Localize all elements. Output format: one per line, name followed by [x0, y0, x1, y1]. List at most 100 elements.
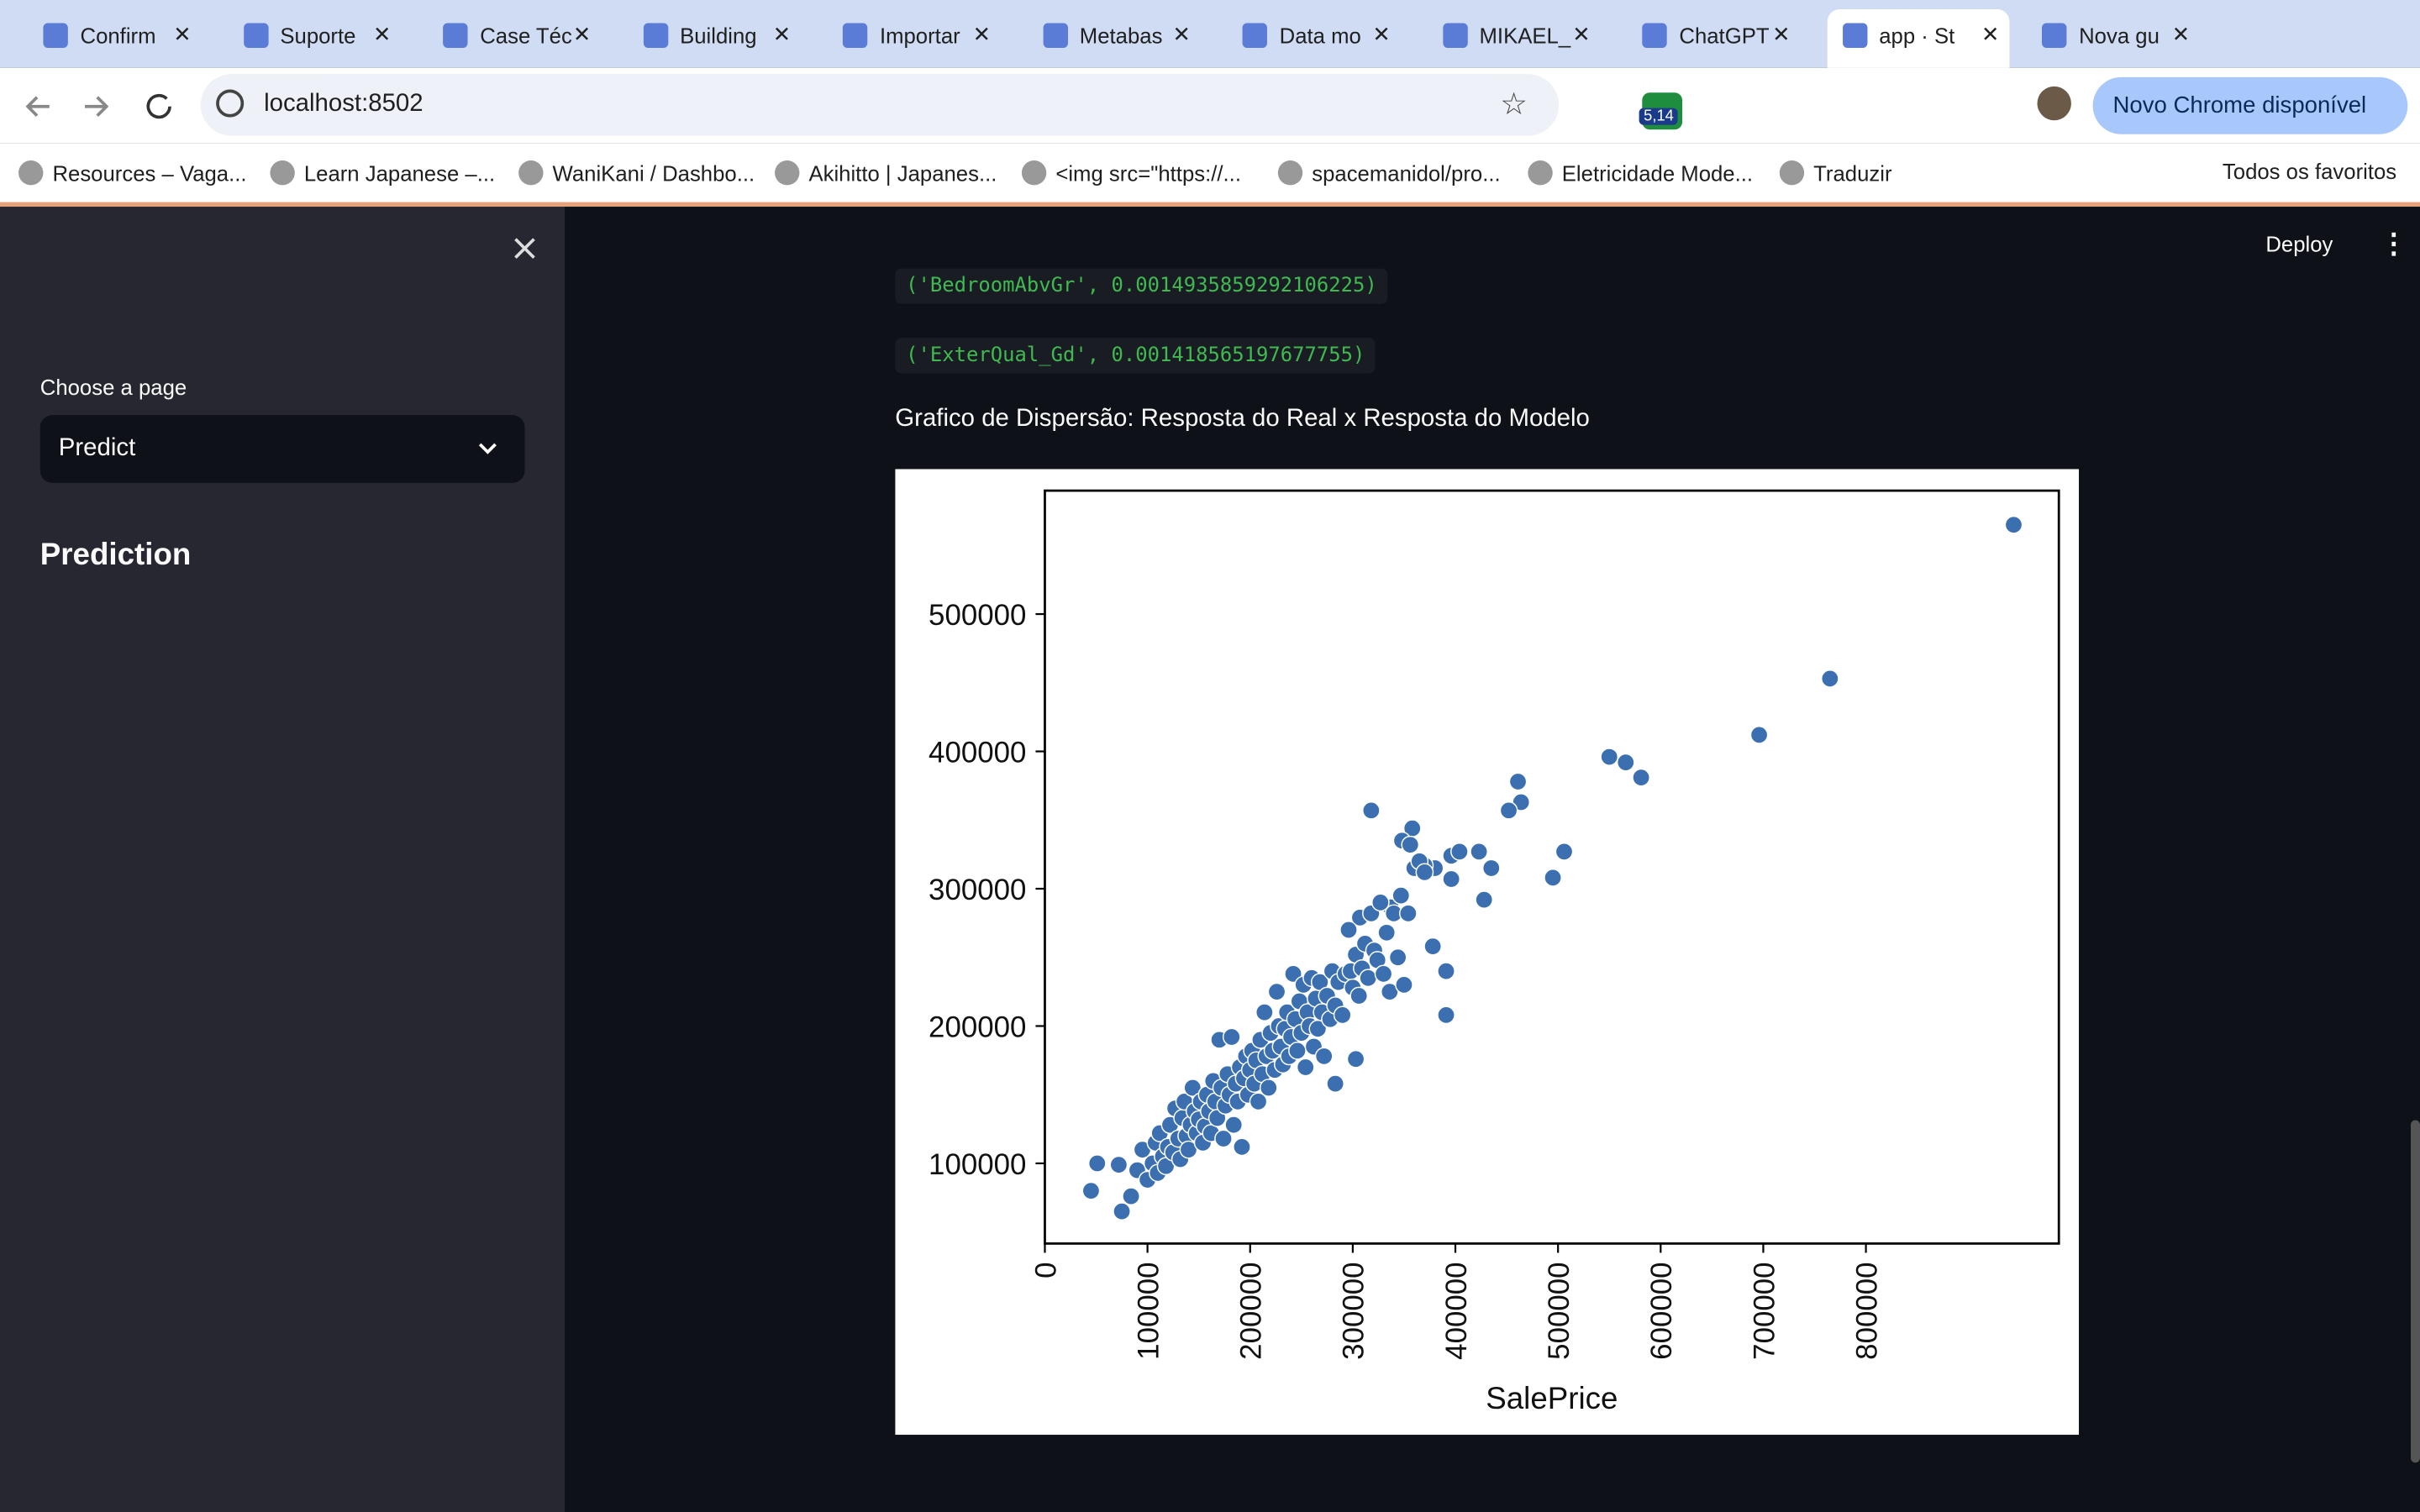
tab-icon: [1042, 24, 1068, 49]
close-sidebar[interactable]: [513, 236, 537, 260]
tab[interactable]: Data mo ✕: [1227, 13, 1400, 55]
tab-title: Suporte: [280, 24, 356, 49]
bookmark-title: Learn Japanese –...: [303, 160, 496, 186]
tab-close[interactable]: ✕: [1172, 21, 1192, 47]
tab[interactable]: Importar ✕: [827, 13, 1000, 55]
point: [1255, 1003, 1274, 1021]
bookmark-title: Eletricidade Mode...: [1561, 160, 1754, 186]
tab-close[interactable]: ✕: [1372, 21, 1391, 47]
point: [1388, 948, 1407, 967]
bookmark[interactable]: Akihitto | Japanes...: [775, 159, 997, 186]
tab-title: Importar: [879, 24, 960, 49]
tab-title: Data mo: [1279, 24, 1361, 49]
bookmark[interactable]: WaniKani / Dashbo...: [518, 159, 755, 186]
page-select[interactable]: Predict: [39, 415, 525, 483]
profile-avatar[interactable]: [2037, 86, 2071, 121]
point: [1362, 801, 1381, 820]
sidebar: Choose a page Predict Prediction: [0, 207, 566, 1512]
point: [1423, 937, 1442, 956]
tab[interactable]: MIKAEL_ ✕: [1427, 13, 1600, 55]
tab-icon: [43, 24, 68, 49]
point: [1374, 964, 1393, 984]
extension-icon[interactable]: 5,14: [1639, 92, 1683, 130]
point: [1481, 858, 1501, 878]
point: [1470, 843, 1488, 861]
point: [1401, 835, 1420, 854]
tab-close[interactable]: ✕: [572, 21, 592, 47]
bookmark-title: spacemanidol/pro...: [1312, 160, 1501, 186]
bookmark[interactable]: Learn Japanese –...: [270, 159, 495, 186]
scrollbar[interactable]: [2410, 1120, 2420, 1463]
point: [1371, 893, 1390, 912]
x-tick-label: 800000: [1850, 1262, 1883, 1359]
tab-title: MIKAEL_: [1479, 24, 1571, 49]
bookmark-icon: [775, 160, 800, 186]
tab-close[interactable]: ✕: [1981, 21, 2000, 47]
bookmark-icon: [1528, 160, 1553, 186]
tab-icon: [443, 24, 468, 49]
tab-title: Metabas: [1079, 24, 1163, 49]
point: [1377, 923, 1397, 942]
tab-close[interactable]: ✕: [173, 21, 192, 47]
point: [1749, 726, 1769, 744]
point: [1288, 1042, 1307, 1060]
point: [1222, 1027, 1241, 1047]
point: [1437, 1005, 1455, 1025]
address-bar[interactable]: localhost:8502 ☆: [200, 74, 1560, 136]
tab[interactable]: Building ✕: [628, 13, 801, 55]
tab[interactable]: Case Téc ✕: [428, 13, 601, 55]
tab-icon: [1642, 24, 1667, 49]
tab-close[interactable]: ✕: [972, 21, 992, 47]
x-axis-label: SalePrice: [1486, 1381, 1618, 1415]
tab-close[interactable]: ✕: [373, 21, 392, 47]
point: [1081, 1181, 1101, 1200]
tab-icon: [2042, 24, 2067, 49]
point: [1616, 753, 1635, 772]
tab[interactable]: Metabas ✕: [1027, 13, 1200, 55]
update-button[interactable]: Novo Chrome disponível: [2092, 76, 2408, 134]
all-bookmarks[interactable]: Todos os favoritos: [2222, 159, 2397, 184]
tab-close[interactable]: ✕: [1572, 21, 1591, 47]
menu-button[interactable]: ⋮: [2380, 228, 2408, 260]
point: [1267, 982, 1286, 1001]
point: [1399, 904, 1418, 923]
point: [1359, 969, 1378, 988]
tab-close[interactable]: ✕: [772, 21, 792, 47]
point: [1296, 1058, 1315, 1077]
tab[interactable]: ChatGPT ✕: [1627, 13, 1800, 55]
bookmark-title: Akihitto | Japanes...: [808, 160, 997, 186]
tab[interactable]: app · St ✕: [1826, 9, 2009, 68]
bookmark[interactable]: Resources – Vaga...: [18, 159, 247, 186]
y-tick-label: 100000: [929, 1148, 1026, 1181]
bookmark[interactable]: <img src="https://...: [1021, 159, 1241, 186]
bookmark[interactable]: Traduzir: [1779, 159, 1892, 186]
sidebar-heading: Prediction: [39, 538, 192, 573]
point: [1508, 772, 1528, 791]
deploy-button[interactable]: Deploy: [2265, 231, 2333, 256]
tab-title: ChatGPT: [1679, 24, 1770, 49]
chart-caption: Grafico de Dispersão: Resposta do Real x…: [895, 406, 1590, 433]
tab[interactable]: Suporte ✕: [228, 13, 401, 55]
tab-close[interactable]: ✕: [2171, 21, 2191, 47]
tab-icon: [1842, 24, 1867, 49]
tab-close[interactable]: ✕: [1772, 21, 1791, 47]
point: [1437, 962, 1455, 980]
point: [1555, 843, 1574, 861]
point: [1339, 921, 1358, 939]
tab-title: Building: [680, 24, 757, 49]
tab[interactable]: Confirm ✕: [28, 13, 201, 55]
bookmark[interactable]: Eletricidade Mode...: [1528, 159, 1753, 186]
point: [1314, 1047, 1334, 1066]
bookmark-icon: [1277, 160, 1303, 186]
tab[interactable]: Nova gu ✕: [2027, 13, 2200, 55]
point: [1415, 863, 1434, 882]
point: [1326, 1074, 1344, 1093]
code-line: ('ExterQual_Gd', 0.001418565197677755): [895, 338, 1376, 374]
point: [1544, 869, 1562, 887]
bookmark-title: <img src="https://...: [1055, 160, 1241, 186]
bookmark-icon: [18, 160, 44, 186]
bookmark[interactable]: spacemanidol/pro...: [1277, 159, 1501, 186]
tab-icon: [1242, 24, 1267, 49]
nav-buttons[interactable]: [18, 87, 188, 127]
